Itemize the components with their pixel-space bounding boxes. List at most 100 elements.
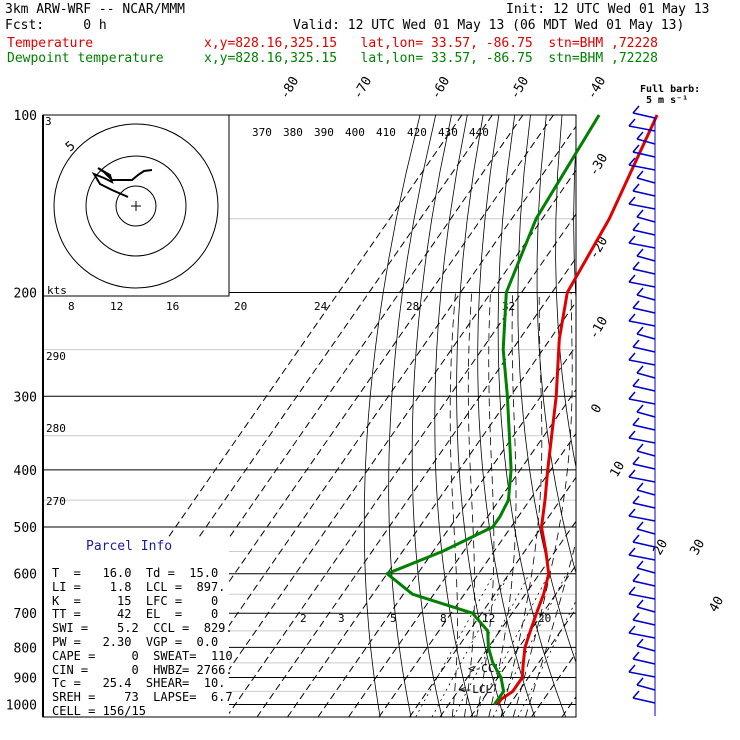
dry-adiabat: [641, 115, 740, 717]
wind-barb: [632, 541, 656, 548]
wind-barb: [628, 320, 656, 327]
moist-adiabat: [476, 292, 495, 717]
theta-e-label: 410: [376, 126, 396, 139]
wind-barb: [632, 183, 640, 192]
pressure-tick-label: 1000: [6, 699, 37, 714]
isotherm-line: [439, 520, 576, 717]
wind-barb: [628, 469, 636, 478]
wind-barb: [636, 489, 656, 496]
dry-adiabat: [456, 115, 505, 717]
isotherm-label: -60: [428, 74, 453, 102]
pressure-tick-label: 800: [14, 641, 37, 656]
parcel-panel-bg: [43, 537, 229, 717]
parcel-info-row: PW = 2.30 VGP = 0.0: [52, 635, 219, 649]
wind-barb: [636, 248, 644, 257]
wind-barb: [636, 177, 656, 184]
wind-barb: [628, 515, 656, 522]
temperature-location: x,y=828.16,325.15 lat,lon= 33.57, -86.75…: [204, 36, 658, 51]
wind-barb: [628, 313, 636, 322]
wind-barb: [628, 203, 656, 210]
wind-barb: [632, 612, 640, 621]
wind-barb: [632, 651, 640, 660]
mixing-ratio-label: 12: [482, 612, 495, 625]
wind-barb: [628, 398, 656, 405]
wind-barb: [632, 190, 656, 197]
wind-barb: [636, 131, 644, 140]
wind-barb: [632, 456, 640, 465]
wind-barb: [632, 417, 640, 426]
wind-barb: [628, 593, 656, 600]
wind-barb: [632, 300, 640, 309]
wind-barb: [636, 450, 656, 457]
parcel-info-row: SREH = 73 LAPSE= 6.7: [52, 690, 233, 705]
parcel-info-row: Tc = 25.4 SHEAR= 10.: [52, 676, 226, 691]
isotherm-label: -10: [586, 314, 611, 342]
dry-adiabat: [555, 115, 576, 470]
mixing-ratio-label: 2: [300, 612, 307, 625]
wind-barb: [636, 294, 656, 301]
hodograph-marker-label: 3: [45, 115, 52, 128]
parcel-info-row: SWI = 5.2 CCL = 829.: [52, 621, 233, 636]
dry-adiabat: [688, 115, 740, 717]
dry-adiabat: [388, 115, 437, 717]
pressure-tick-label: 100: [14, 109, 37, 124]
dewpoint-location: x,y=828.16,325.15 lat,lon= 33.57, -86.75…: [204, 51, 658, 66]
wind-barb: [632, 378, 640, 387]
parcel-info-row: T = 16.0 Td = 15.0: [52, 566, 219, 580]
theta-e-label: 400: [345, 126, 365, 139]
isotherm-line: [256, 257, 576, 717]
wind-barb: [632, 229, 656, 236]
isotherm-line: [165, 125, 576, 717]
wind-barb: [636, 365, 644, 374]
mixing-ratio-label: 20: [234, 300, 247, 313]
wind-barb: [628, 437, 656, 444]
dewpoint-profile: [385, 114, 601, 706]
wind-barb: [636, 482, 644, 491]
parcel-info-title: Parcel Info: [86, 539, 173, 554]
theta-e-label: 430: [438, 126, 458, 139]
isotherm-label: -30: [586, 151, 611, 179]
mixing-ratio-label: 12: [110, 300, 123, 313]
mixing-ratio-label: 3: [338, 612, 345, 625]
wind-barb: [628, 118, 636, 127]
wind-barb: [632, 697, 656, 704]
isotherm-label: -70: [350, 74, 375, 102]
moist-adiabat: [464, 292, 475, 717]
theta-e-label: 420: [407, 126, 427, 139]
wind-barb: [636, 255, 656, 262]
dry-adiabat: [497, 115, 567, 717]
wind-barb: [636, 287, 644, 296]
isotherm-line: [378, 432, 576, 717]
wind-barb: [636, 599, 644, 608]
barb-legend-units: 5 m s⁻¹: [646, 95, 689, 106]
dry-adiabat: [411, 115, 452, 717]
wind-barb: [636, 170, 644, 179]
wind-barb: [632, 112, 656, 119]
wind-barb: [636, 333, 656, 340]
isotherm-label: -50: [507, 74, 532, 102]
wind-barb: [628, 391, 636, 400]
dry-adiabat: [673, 115, 740, 717]
temperature-profile: [496, 114, 659, 706]
valid-time: Valid: 12 UTC Wed 01 May 13 (06 MDT Wed …: [293, 18, 685, 33]
pressure-tick-label: 900: [14, 672, 37, 687]
wind-barb: [636, 209, 644, 218]
isotherm-label: 20: [650, 537, 671, 558]
wind-barb: [636, 404, 644, 413]
theta-e-label: 440: [469, 126, 489, 139]
wind-barb: [628, 274, 636, 283]
mixing-ratio-label: 8: [440, 612, 447, 625]
wind-barb: [636, 528, 656, 535]
mixing-ratio-line: [453, 573, 530, 717]
wind-barb: [628, 586, 636, 595]
theta-label: 290: [46, 350, 66, 363]
dewpoint-legend-label: Dewpoint temperature: [7, 51, 164, 66]
wind-barb: [636, 567, 656, 574]
isotherm-label: 30: [687, 537, 708, 558]
wind-barb: [636, 216, 656, 223]
isotherm-line: [287, 301, 576, 717]
parcel-info-row: CELL = 156/15: [52, 704, 146, 718]
dry-adiabat: [536, 115, 576, 575]
wind-barb: [632, 105, 640, 114]
